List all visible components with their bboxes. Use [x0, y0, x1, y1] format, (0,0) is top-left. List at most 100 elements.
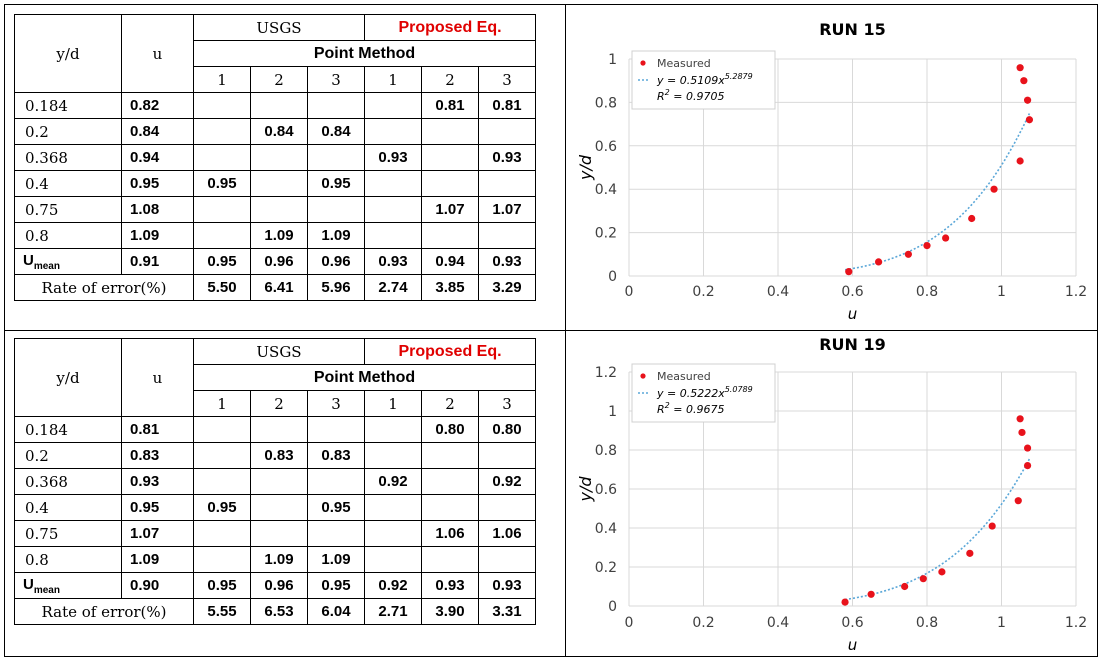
x-tick-label: 1	[997, 284, 1006, 300]
cell-value	[193, 118, 251, 145]
y-tick-label: 0.2	[595, 560, 617, 576]
y-tick-label: 0	[608, 269, 617, 285]
y-tick-label: 0.6	[595, 139, 617, 155]
header-yd: y/d	[14, 338, 122, 417]
cell-value	[421, 468, 479, 495]
legend-box	[631, 363, 776, 423]
cell-error-value: 5.96	[307, 274, 365, 301]
r-squared-value: = 0.9675	[670, 403, 725, 416]
cell-value: 1.07	[478, 196, 536, 223]
cell-yd: 0.8	[14, 546, 122, 573]
cell-error-value: 3.31	[478, 598, 536, 625]
header-point-number: 2	[250, 66, 308, 93]
cell-yd: 0.184	[14, 416, 122, 443]
cell-value: 1.06	[421, 520, 479, 547]
x-tick-label: 0	[625, 615, 634, 631]
cell-u: 0.83	[121, 442, 194, 469]
header-u: u	[121, 338, 194, 417]
cell-error-value: 3.85	[421, 274, 479, 301]
cell-yd: 0.75	[14, 520, 122, 547]
cell-value	[364, 92, 422, 119]
cell-value	[193, 468, 251, 495]
cell-value	[193, 520, 251, 547]
y-tick-label: 0.8	[595, 95, 617, 111]
cell-error-value: 6.53	[250, 598, 308, 625]
cell-value: 0.95	[193, 170, 251, 197]
cell-u: 1.07	[121, 520, 194, 547]
header-point-number: 2	[250, 390, 308, 417]
trendline	[844, 458, 1031, 601]
x-axis-label: u	[848, 636, 858, 654]
cell-umean-value: 0.93	[478, 248, 536, 275]
cell-value	[478, 546, 536, 573]
y-tick-label: 0.6	[595, 482, 617, 498]
header-u: u	[121, 14, 194, 93]
cell-error-value: 6.41	[250, 274, 308, 301]
cell-error-value: 6.04	[307, 598, 365, 625]
cell-value: 0.81	[421, 92, 479, 119]
cell-value: 0.81	[478, 92, 536, 119]
y-tick-label: 0.4	[595, 182, 617, 198]
cell-umean-u: 0.90	[121, 572, 194, 599]
cell-value: 0.92	[478, 468, 536, 495]
cell-error-value: 5.55	[193, 598, 251, 625]
cell-value	[250, 416, 308, 443]
x-tick-label: 0.6	[841, 284, 863, 300]
data-point	[1023, 96, 1032, 104]
cell-value	[478, 442, 536, 469]
cell-yd: 0.368	[14, 144, 122, 171]
cell-u: 0.95	[121, 494, 194, 521]
cell-value	[193, 222, 251, 249]
table-row: 0.75 1.08 1.07 1.07	[14, 196, 536, 223]
cell-value	[364, 442, 422, 469]
cell-value: 1.07	[421, 196, 479, 223]
cell-value: 1.09	[307, 222, 365, 249]
y-tick-label: 0.8	[595, 443, 617, 459]
r-squared-symbol: R	[657, 90, 665, 103]
cell-value	[421, 546, 479, 573]
cell-value	[307, 144, 365, 171]
cell-umean-value: 0.95	[307, 572, 365, 599]
y-tick-label: 0.2	[595, 226, 617, 242]
data-point	[874, 258, 883, 266]
cell-value	[250, 468, 308, 495]
cell-value	[364, 546, 422, 573]
r-squared: R2 = 0.9705	[657, 88, 724, 103]
data-point	[845, 268, 853, 276]
cell-value	[250, 494, 308, 521]
chart-run-19: RUN 19 0 0.2 0.4 0.6 0.8 1 1.2 0 0.2 0.4 0.6 0.8 1 1.2…	[576, 335, 1087, 654]
cell-yd: 0.75	[14, 196, 122, 223]
cell-value	[421, 222, 479, 249]
cell-value: 0.93	[478, 144, 536, 171]
cell-value	[478, 494, 536, 521]
cell-error-label: Rate of error(%)	[14, 598, 194, 625]
row-divider	[5, 330, 1097, 331]
cell-error-label: Rate of error(%)	[14, 274, 194, 301]
cell-value: 0.95	[193, 494, 251, 521]
cell-value	[421, 118, 479, 145]
data-point	[938, 568, 946, 576]
r-squared-exponent: 2	[665, 88, 670, 97]
x-tick-label: 0.8	[916, 284, 938, 300]
cell-u: 0.93	[121, 468, 194, 495]
cell-value	[478, 118, 536, 145]
cell-umean-label: Umean	[14, 248, 122, 275]
table-row: 0.4 0.95 0.95 0.95	[14, 494, 536, 521]
data-point	[988, 522, 996, 530]
y-tick-label: 0	[608, 599, 617, 615]
cell-value	[193, 144, 251, 171]
cell-umean-label: Umean	[14, 572, 122, 599]
results-table: y/d u USGS Proposed Eq. Point Method 1 2 3 1 2 3 0.…	[14, 338, 536, 625]
cell-value	[307, 468, 365, 495]
cell-value: 0.83	[307, 442, 365, 469]
data-point	[867, 590, 875, 598]
cell-value: 0.80	[421, 416, 479, 443]
x-axis-label: u	[848, 305, 858, 322]
cell-umean-value: 0.93	[478, 572, 536, 599]
table-row: 0.2 0.84 0.84 0.84	[14, 118, 536, 145]
x-tick-label: 0.6	[841, 615, 863, 631]
cell-value	[364, 118, 422, 145]
cell-u: 0.84	[121, 118, 194, 145]
legend-box	[631, 50, 776, 110]
header-point-number: 2	[421, 66, 479, 93]
